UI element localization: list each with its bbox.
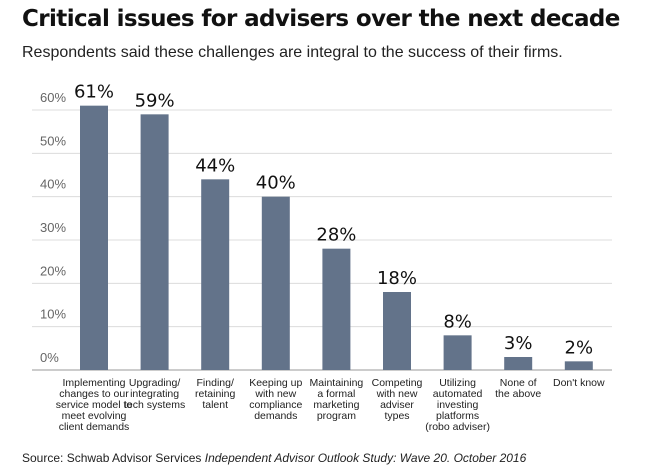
x-tick-label-line: client demands [59,421,130,433]
bar [564,361,593,370]
x-tick-label-line: (robo adviser) [425,421,490,433]
y-tick-label: 0% [40,350,59,365]
x-tick-label-line: with new [376,388,418,400]
x-tick-label-line: Finding/ [197,377,234,389]
x-tick-label: None of the above [495,377,541,400]
source-prefix: Source: Schwab Advisor Services [22,451,205,465]
x-tick-label-line: platforms [436,410,479,422]
x-tick-label: Utilizing automated investing platforms (rob… [425,377,490,433]
x-tick-label-line: Implementing [62,377,125,389]
data-label: 44% [195,155,235,176]
chart-subtitle: Respondents said these challenges are in… [22,44,563,61]
bar [322,248,351,370]
bar-chart: 0% 10% 20% 30% 40% 50% 60% 61% Implementing chang… [32,82,612,433]
y-tick-label: 10% [40,307,66,322]
x-tick-label-line: Don't know [553,377,605,389]
x-tick-label: Implementing changes to our service model … [56,377,133,433]
x-tick-label: Keeping up with new compliance demands [249,377,302,422]
x-tick-label-line: Utilizing [439,377,476,389]
y-tick-label: 50% [40,133,66,148]
x-tick-label-line: the above [495,388,541,400]
x-tick-label-line: program [317,410,356,422]
x-tick-label: Competing with new adviser types [372,377,423,422]
x-tick-label-line: automated [433,388,483,400]
x-tick-label-line: Maintaining [310,377,364,389]
x-tick-label-line: types [384,410,409,422]
x-tick-label-line: investing [437,399,479,411]
x-tick-label-line: service model to [56,399,133,411]
y-tick-label: 40% [40,177,66,192]
x-tick-label-line: changes to our [59,388,129,400]
y-tick-label: 60% [40,90,66,105]
x-tick-label-line: Competing [372,377,423,389]
bar [443,335,472,370]
x-tick-label-line: with new [254,388,296,400]
x-tick-label-line: marketing [313,399,359,411]
x-tick-label: Upgrading/integrating tech systems [124,377,185,411]
x-tick-label: Finding/retaining talent [195,377,235,411]
x-tick-label-line: integrating [130,388,179,400]
bar [201,179,230,370]
bar [80,105,108,371]
x-tick-label-line: a formal [317,388,355,400]
x-tick-label-line: demands [254,410,297,422]
bar [261,196,290,370]
y-tick-label: 30% [40,220,66,235]
x-tick-label: Maintaining a formal marketing program [310,377,364,422]
x-tick-label-line: compliance [249,399,302,411]
x-tick-label-line: adviser [380,399,414,411]
bar [504,357,533,370]
data-label: 2% [565,337,594,358]
source-note: Source: Schwab Advisor Services Independ… [22,451,526,465]
chart-title: Critical issues for advisers over the ne… [22,6,620,32]
data-label: 59% [135,90,175,111]
x-tick-label-line: None of [500,377,537,389]
bar [383,292,411,370]
x-tick-label-line: talent [202,399,228,411]
data-label: 18% [377,268,417,289]
x-tick-label-line: retaining [195,388,235,400]
x-tick-label-line: Keeping up [249,377,302,389]
data-label: 40% [256,173,296,194]
bar [140,114,169,370]
y-tick-label: 20% [40,263,66,278]
source-study: Independent Advisor Outlook Study: Wave … [204,451,527,465]
x-tick-label-line: meet evolving [62,410,127,422]
data-label: 61% [74,82,114,103]
x-tick-label-line: tech systems [124,399,185,411]
x-tick-label: Don't know [553,377,605,389]
data-label: 8% [443,311,472,332]
data-label: 28% [316,225,356,246]
x-tick-label-line: Upgrading/ [129,377,180,389]
data-label: 3% [504,333,533,354]
